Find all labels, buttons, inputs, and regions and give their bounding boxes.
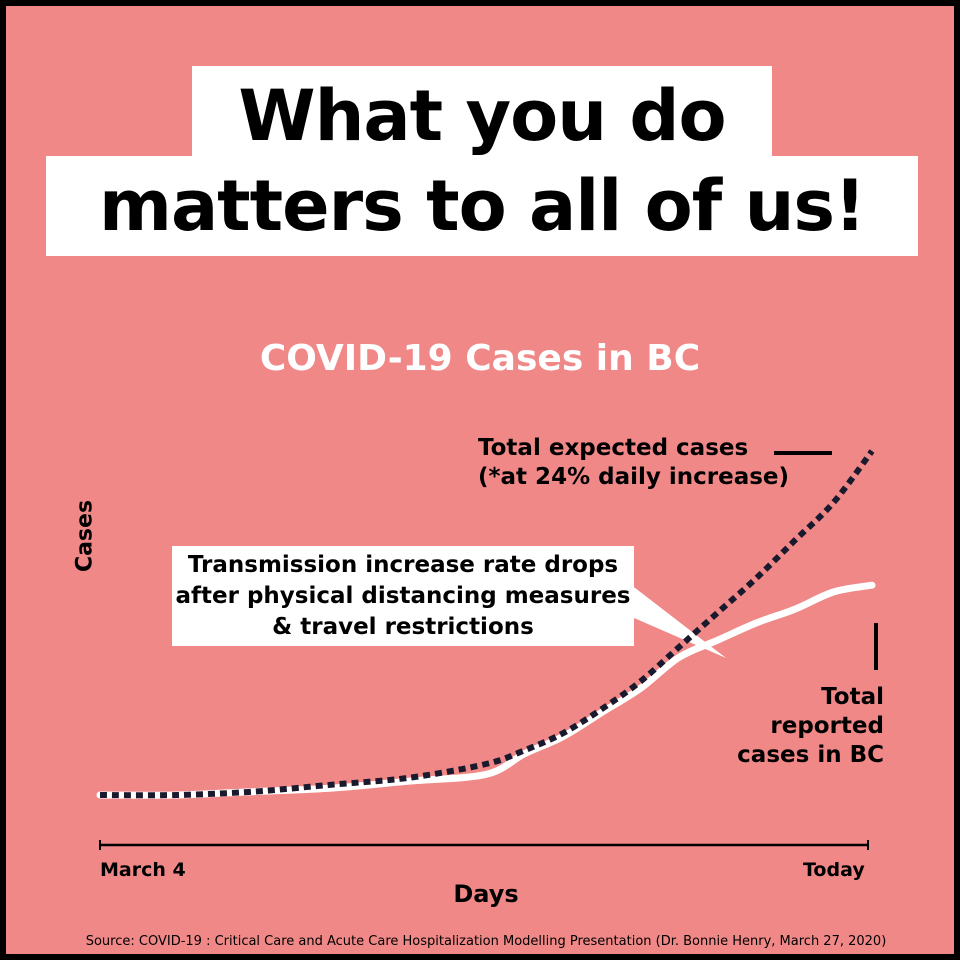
headline-line-1: What you do bbox=[192, 66, 772, 166]
expected-cases-annotation: Total expected cases (*at 24% daily incre… bbox=[478, 434, 789, 492]
expected-annotation-line: (*at 24% daily increase) bbox=[478, 464, 790, 490]
source-citation: Source: COVID-19 : Critical Care and Acu… bbox=[85, 934, 887, 949]
x-tick-label-start: March 4 bbox=[100, 859, 186, 881]
x-axis-label: Days bbox=[453, 880, 519, 908]
expected-annotation-line: Total expected cases bbox=[478, 435, 749, 461]
reported-cases-annotation: Total reported cases in BC bbox=[737, 684, 884, 768]
x-tick-label-end: Today bbox=[803, 859, 865, 881]
y-axis-label: Cases bbox=[72, 499, 98, 573]
chart-title: COVID-19 Cases in BC bbox=[259, 338, 701, 379]
headline-line-2: matters to all of us! bbox=[46, 156, 918, 256]
chart-svg bbox=[96, 449, 878, 850]
series-line-expected bbox=[99, 449, 875, 799]
callout-pointer bbox=[626, 581, 726, 658]
series-line-reported bbox=[96, 581, 876, 799]
callout-box: Transmission increase rate drops after p… bbox=[172, 546, 634, 646]
